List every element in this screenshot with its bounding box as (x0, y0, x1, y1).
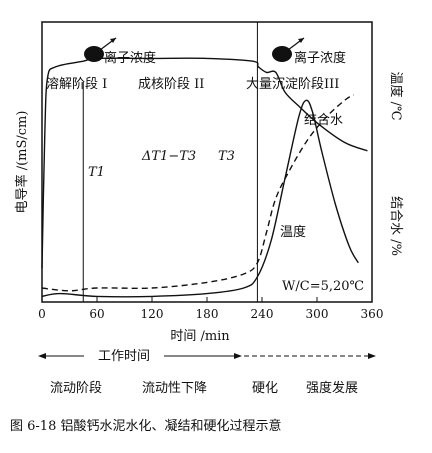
work-time-label: 工作时间 (98, 349, 150, 364)
annotation-bound-water: 结合水 (304, 113, 343, 128)
annotation-ratio: W/C=5,20℃ (282, 279, 364, 294)
figure-caption: 图 6-18 铝酸钙水泥水化、凝结和硬化过程示意 (10, 418, 281, 434)
hardening-arrow (244, 353, 376, 359)
x-tick-label: 240 (251, 307, 274, 321)
timeline-label-flow-decline: 流动性下降 (142, 381, 207, 396)
work-time-arrow (38, 353, 242, 359)
x-tick-label: 0 (38, 307, 46, 321)
x-axis-ticks: 0 60 120 180 240 300 360 (38, 297, 383, 321)
x-tick-label: 60 (89, 307, 104, 321)
timeline-label-hardening: 硬化 (252, 381, 278, 396)
y-axis-label-right-top: 温度 /℃ (388, 71, 404, 120)
y-axis-label-right-bottom: 结合水 /% (388, 196, 403, 256)
x-tick-label: 120 (141, 307, 164, 321)
ion-marker-2 (272, 37, 305, 62)
annotation-t3: T3 (218, 149, 235, 164)
y-axis-label-left: 电导率 /(mS/cm) (14, 111, 30, 214)
timeline-label-flow: 流动阶段 (50, 381, 102, 396)
x-tick-label: 300 (306, 307, 329, 321)
series-line-bound-water (41, 94, 355, 292)
stage-label-2: 成核阶段 II (138, 77, 204, 92)
x-tick-label: 180 (196, 307, 219, 321)
annotation-temperature: 温度 (280, 224, 306, 240)
annotation-delta: ΔT1−T3 (141, 149, 196, 164)
stage-label-1: 溶解阶段 I (46, 77, 107, 92)
series-line-conductivity (41, 57, 368, 269)
ion-label-2: 离子浓度 (294, 50, 346, 66)
x-axis-label: 时间 /min (170, 329, 230, 344)
x-tick-label: 360 (361, 307, 384, 321)
stage-label-3: 大量沉淀阶段III (246, 77, 339, 92)
series-line-temperature (41, 99, 359, 298)
timeline-label-strength: 强度发展 (306, 380, 358, 396)
annotation-t1: T1 (88, 165, 105, 180)
